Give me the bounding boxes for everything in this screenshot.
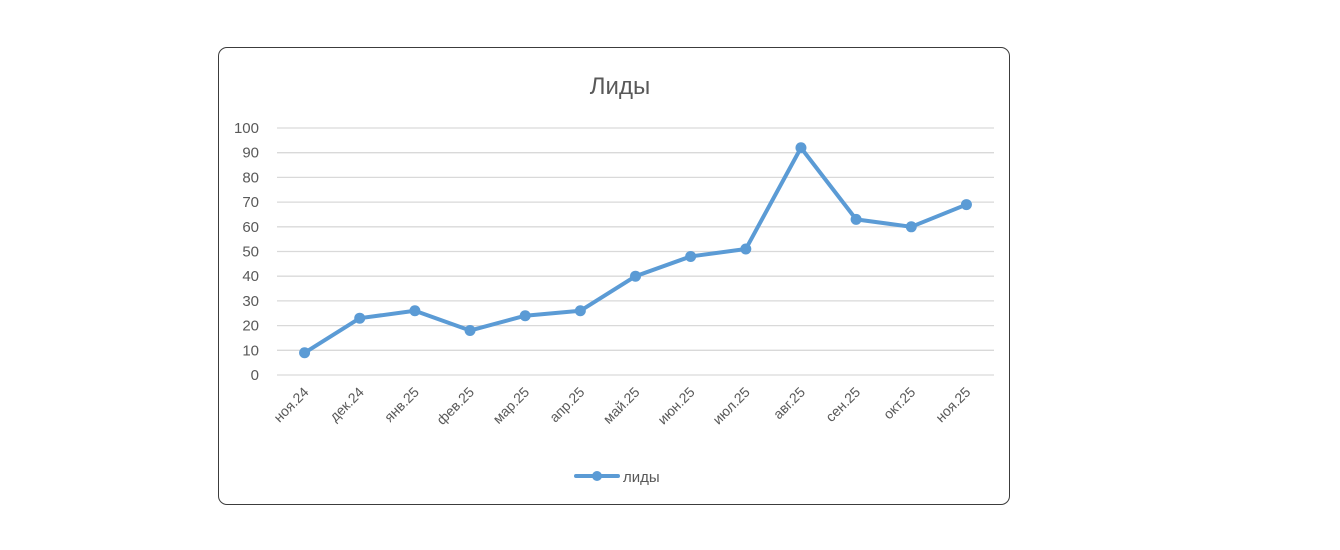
y-tick-label: 0	[251, 367, 259, 384]
x-tick-label: окт.25	[880, 384, 919, 423]
data-point	[850, 213, 862, 225]
x-tick-label: ноя.24	[270, 384, 312, 426]
chart-title: Лиды	[590, 73, 650, 100]
y-tick-label: 80	[242, 169, 259, 186]
legend-label: лиды	[623, 469, 660, 486]
x-tick-label: май.25	[600, 384, 643, 427]
series-line-lidy	[302, 145, 969, 355]
x-tick-label: июл.25	[709, 384, 753, 428]
x-tick-label: сен.25	[822, 384, 863, 425]
data-point	[574, 305, 586, 317]
data-point	[740, 243, 752, 255]
data-point	[905, 221, 917, 233]
data-point	[299, 347, 311, 359]
x-tick-label: мар.25	[489, 384, 532, 427]
legend-point-marker	[592, 471, 602, 481]
grid-lines	[277, 127, 994, 376]
y-tick-label: 100	[234, 120, 259, 137]
data-point	[630, 270, 641, 282]
series-layer	[299, 142, 972, 359]
data-point	[795, 142, 807, 154]
x-tick-label: ноя.25	[932, 384, 974, 426]
line-chart: Лиды 0 10 20 30 40 50 60 70 80 90 100 ноя.24 дек.24…	[234, 73, 994, 486]
y-tick-label: 40	[242, 268, 259, 285]
x-tick-label: янв.25	[381, 384, 422, 425]
data-point	[685, 250, 697, 262]
data-point	[409, 305, 421, 317]
y-tick-label: 50	[242, 244, 259, 261]
y-tick-label: 20	[242, 318, 259, 335]
y-tick-label: 70	[242, 194, 259, 211]
x-tick-label: дек.24	[326, 384, 367, 425]
y-tick-label: 30	[242, 293, 259, 310]
data-point	[354, 312, 366, 324]
x-tick-label: июн.25	[654, 384, 698, 428]
x-tick-label: апр.25	[546, 384, 588, 426]
y-tick-label: 10	[242, 342, 259, 359]
data-point	[519, 310, 531, 322]
data-point	[960, 199, 972, 211]
legend: лиды	[574, 469, 660, 486]
x-tick-label: авг.25	[770, 384, 808, 422]
data-point	[464, 325, 476, 337]
chart-frame: Лиды 0 10 20 30 40 50 60 70 80 90 100 ноя.24 дек.24…	[218, 47, 1010, 505]
y-axis-ticks: 0 10 20 30 40 50 60 70 80 90 100	[234, 120, 259, 384]
x-tick-label: фев.25	[433, 384, 477, 428]
y-tick-label: 90	[242, 145, 259, 162]
x-axis-ticks: ноя.24 дек.24 янв.25 фев.25 мар.25 апр.25 май.…	[270, 384, 973, 428]
y-tick-label: 60	[242, 219, 259, 236]
